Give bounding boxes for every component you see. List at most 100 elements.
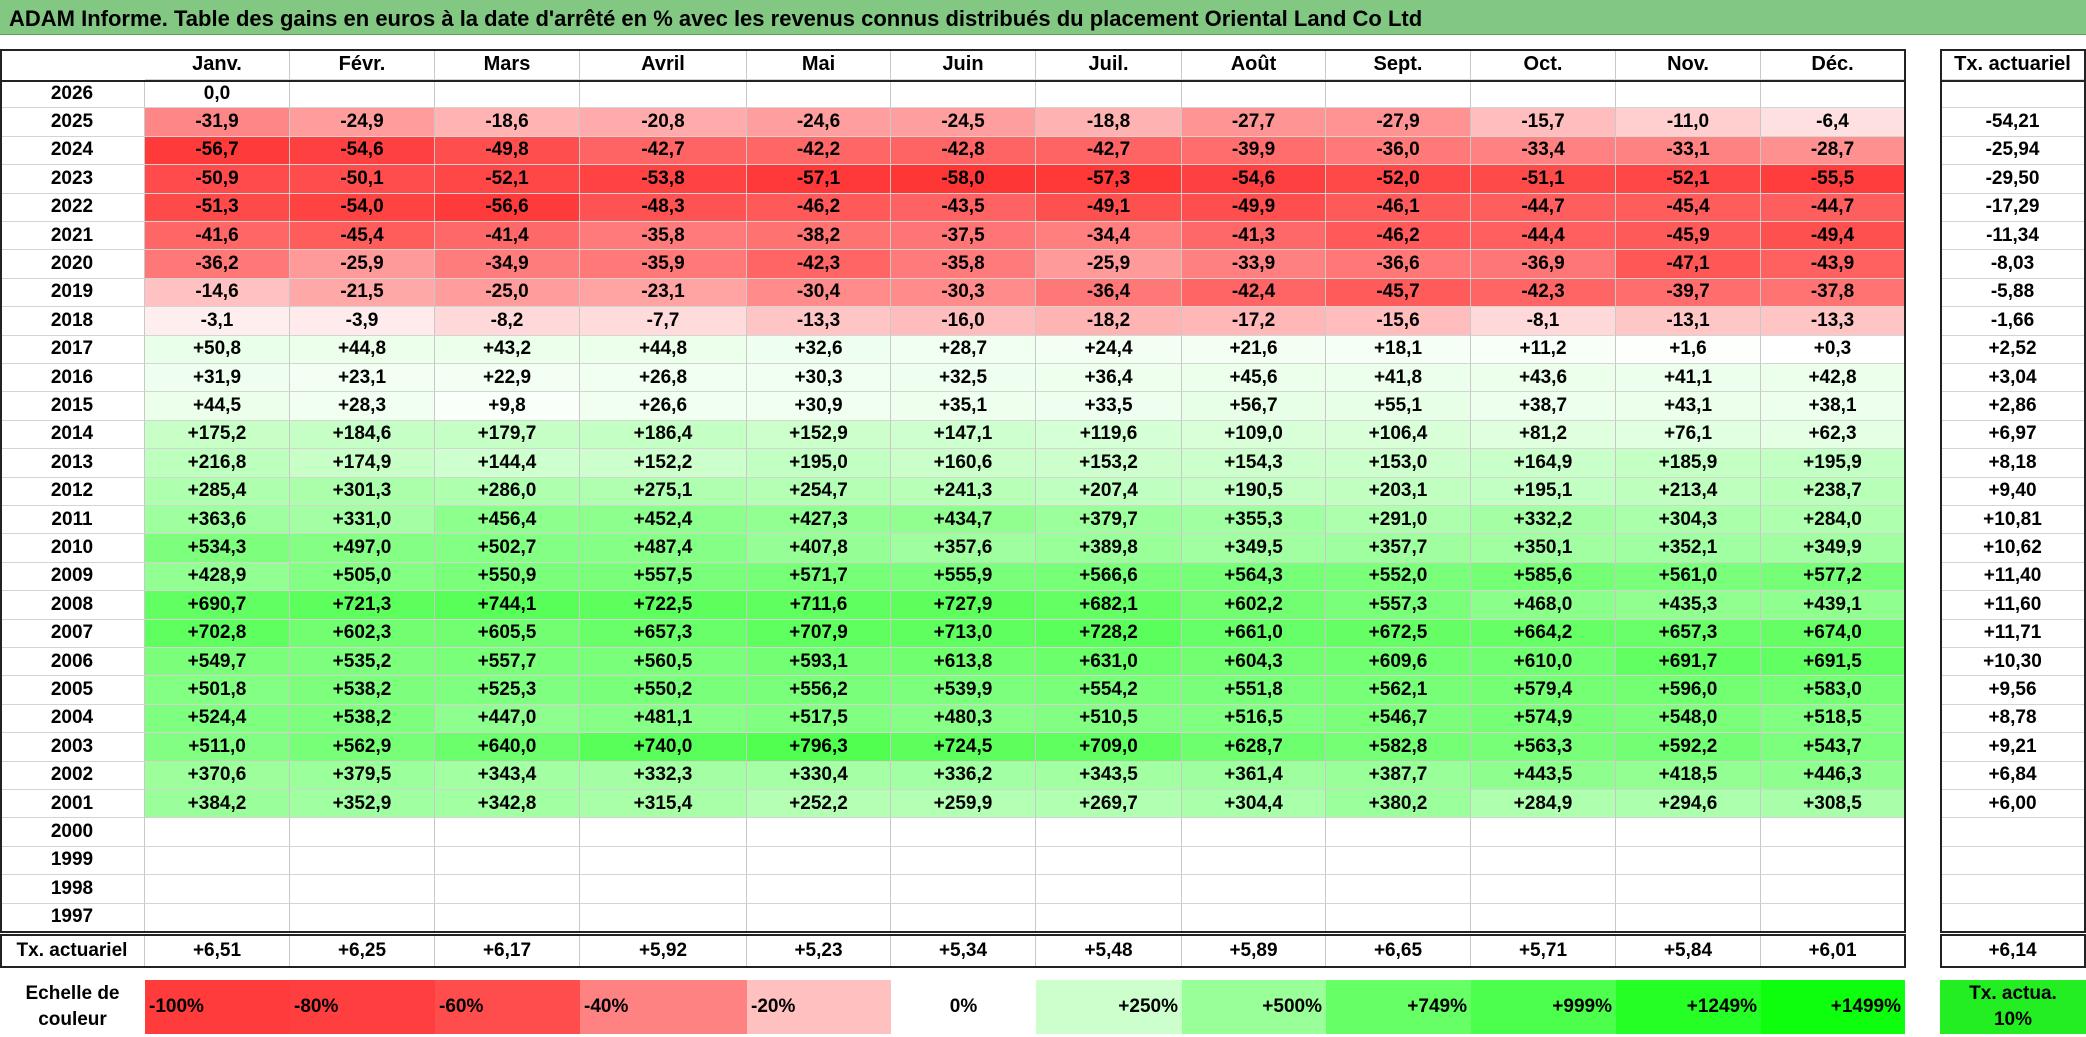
rate-cell [1940, 846, 2086, 876]
table-cell: +81,2 [1471, 420, 1616, 450]
table-cell: +711,6 [747, 591, 891, 620]
table-cell: +579,4 [1471, 676, 1616, 705]
table-cell: -49,8 [435, 136, 580, 166]
color-scale-swatch: 0% [891, 980, 1036, 1034]
year-label: 2018 [0, 307, 145, 336]
table-cell: +379,7 [1036, 506, 1182, 535]
color-scale-swatch: -20% [747, 980, 891, 1034]
table-cell: +592,2 [1616, 733, 1761, 762]
table-cell: -30,4 [747, 278, 891, 308]
summary-label: Tx. actuariel [0, 934, 145, 968]
rate-cell [1940, 80, 2086, 109]
year-label: 2006 [0, 648, 145, 677]
rate-cell: -25,94 [1940, 136, 2086, 166]
table-cell [891, 80, 1036, 109]
table-cell: +119,6 [1036, 420, 1182, 450]
table-cell: +516,5 [1182, 704, 1326, 734]
table-cell [435, 903, 580, 932]
table-cell: +657,3 [1616, 619, 1761, 648]
table-cell: -41,3 [1182, 222, 1326, 251]
table-cell: -43,9 [1761, 250, 1905, 279]
table-cell: +184,6 [290, 420, 435, 450]
table-cell: -46,2 [747, 193, 891, 222]
table-cell: +43,1 [1616, 392, 1761, 421]
rate-cell: +6,84 [1940, 761, 2086, 790]
table-cell: +294,6 [1616, 790, 1761, 819]
table-cell: +154,3 [1182, 449, 1326, 478]
table-cell: +330,4 [747, 761, 891, 790]
table-cell: +186,4 [580, 420, 747, 450]
rate-cell: +10,62 [1940, 534, 2086, 563]
summary-cell: +6,51 [145, 934, 290, 968]
table-cell [891, 903, 1036, 932]
table-cell: -35,8 [891, 250, 1036, 279]
header-divider [0, 80, 1905, 82]
table-cell: +480,3 [891, 704, 1036, 734]
table-cell: -30,3 [891, 278, 1036, 308]
table-cell [435, 818, 580, 847]
table-cell: -18,2 [1036, 307, 1182, 336]
table-cell: +185,9 [1616, 449, 1761, 478]
table-cell: +21,6 [1182, 335, 1326, 364]
table-cell: +363,6 [145, 506, 290, 535]
summary-cell: +5,23 [747, 934, 891, 968]
rate-cell: -29,50 [1940, 165, 2086, 194]
table-cell: -51,3 [145, 193, 290, 222]
table-cell: +548,0 [1616, 704, 1761, 734]
table-cell: +501,8 [145, 676, 290, 705]
table-cell: -15,7 [1471, 108, 1616, 137]
table-cell: -6,4 [1761, 108, 1905, 137]
table-cell: -45,4 [1616, 193, 1761, 222]
table-cell: +43,6 [1471, 364, 1616, 393]
year-label: 1998 [0, 875, 145, 904]
table-cell: -44,4 [1471, 222, 1616, 251]
rate-cell: +6,00 [1940, 790, 2086, 819]
table-cell [747, 818, 891, 847]
rate-cell: +8,18 [1940, 449, 2086, 478]
rate-cell: -54,21 [1940, 108, 2086, 137]
table-cell [747, 875, 891, 904]
table-cell: -50,1 [290, 165, 435, 194]
table-cell: -48,3 [580, 193, 747, 222]
table-cell: +605,5 [435, 619, 580, 648]
rate-cell: -1,66 [1940, 307, 2086, 336]
table-cell: +254,7 [747, 477, 891, 506]
table-cell: -28,7 [1761, 136, 1905, 166]
table-cell: +571,7 [747, 562, 891, 592]
table-cell: +23,1 [290, 364, 435, 393]
table-cell: +721,3 [290, 591, 435, 620]
table-cell: +628,7 [1182, 733, 1326, 762]
table-cell: -33,4 [1471, 136, 1616, 166]
table-cell: +602,2 [1182, 591, 1326, 620]
table-cell [1182, 875, 1326, 904]
table-cell: +631,0 [1036, 648, 1182, 677]
year-label: 2012 [0, 477, 145, 506]
table-cell: +216,8 [145, 449, 290, 478]
table-cell: +434,7 [891, 506, 1036, 535]
table-cell: +664,2 [1471, 619, 1616, 648]
table-cell: +370,6 [145, 761, 290, 790]
table-cell: +106,4 [1326, 420, 1471, 450]
summary-cell: +6,65 [1326, 934, 1471, 968]
table-cell: -51,1 [1471, 165, 1616, 194]
table-cell: +301,3 [290, 477, 435, 506]
table-cell: +517,5 [747, 704, 891, 734]
table-cell: +30,3 [747, 364, 891, 393]
table-cell [435, 80, 580, 109]
table-cell: +468,0 [1471, 591, 1616, 620]
table-cell: -25,9 [290, 250, 435, 279]
table-cell [1326, 818, 1471, 847]
table-cell: +456,4 [435, 506, 580, 535]
year-label: 2022 [0, 193, 145, 222]
table-cell: +583,0 [1761, 676, 1905, 705]
table-cell: +443,5 [1471, 761, 1616, 790]
table-cell: -57,3 [1036, 165, 1182, 194]
table-cell [290, 875, 435, 904]
year-label: 2005 [0, 676, 145, 705]
table-cell: +447,0 [435, 704, 580, 734]
table-cell: +35,1 [891, 392, 1036, 421]
color-scale-swatch: -40% [580, 980, 747, 1034]
table-cell [580, 846, 747, 876]
table-cell: +164,9 [1471, 449, 1616, 478]
table-cell: +355,3 [1182, 506, 1326, 535]
